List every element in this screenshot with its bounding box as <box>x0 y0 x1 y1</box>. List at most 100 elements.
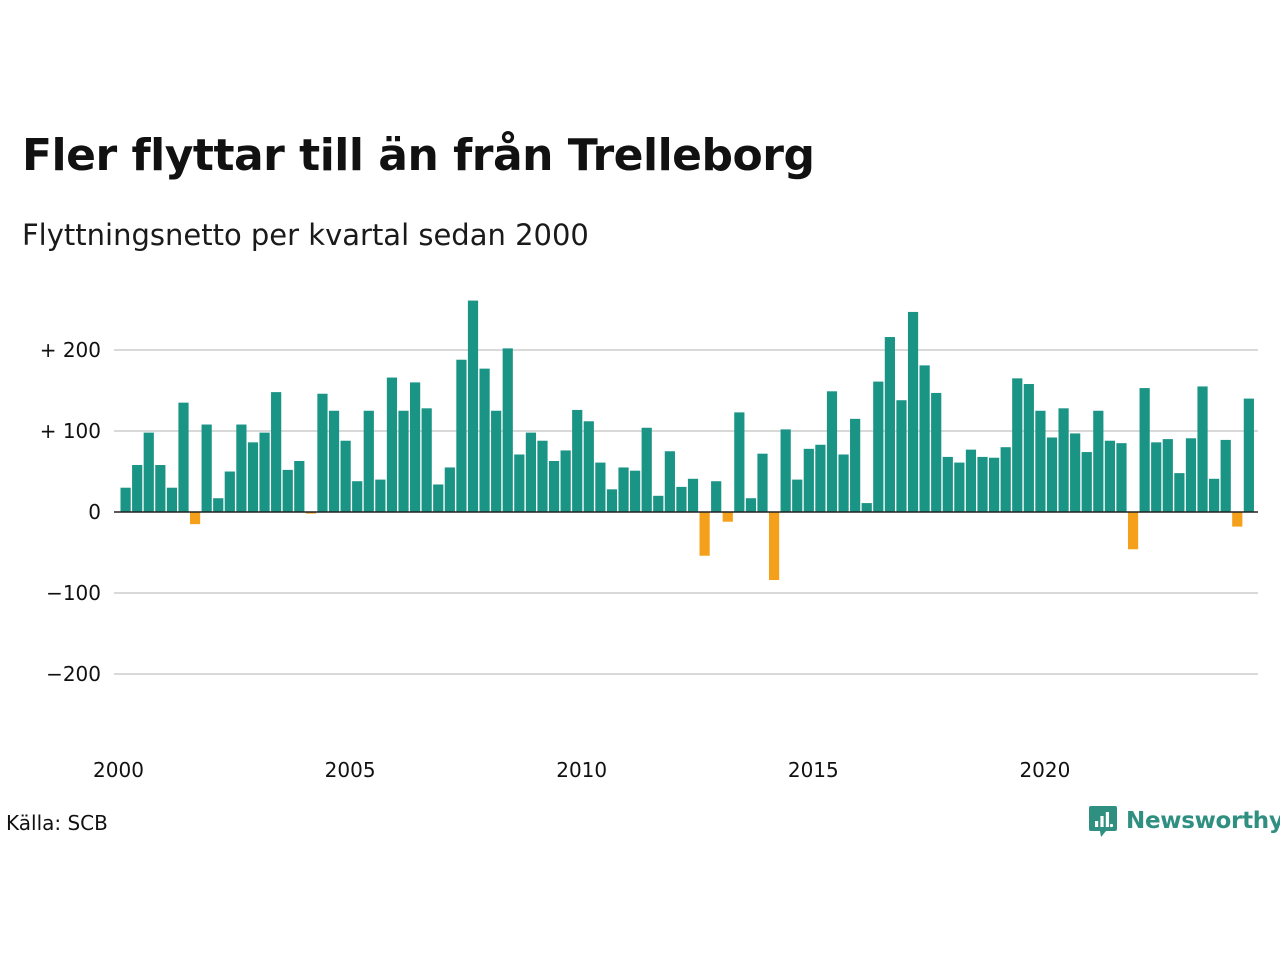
x-tick-label: 2000 <box>93 758 144 782</box>
x-tick-label: 2010 <box>556 758 607 782</box>
x-axis-labels: 2000 2005 2010 2015 2020 <box>93 758 1070 782</box>
bar <box>410 382 421 512</box>
bar <box>189 512 201 525</box>
bar <box>1185 438 1197 512</box>
bar <box>502 348 513 512</box>
y-tick-label: −100 <box>46 581 101 605</box>
bar <box>1000 447 1011 512</box>
bar <box>433 484 444 512</box>
bar <box>803 448 814 512</box>
bar <box>201 424 212 512</box>
bar <box>954 462 965 512</box>
bar <box>1151 442 1162 512</box>
bar <box>606 489 618 512</box>
bar <box>1232 512 1243 527</box>
bar <box>618 467 629 512</box>
bar <box>595 462 606 512</box>
bar <box>247 442 259 512</box>
bar <box>583 421 594 512</box>
bar <box>328 410 340 512</box>
bar <box>166 487 178 512</box>
bar <box>942 456 953 512</box>
bar <box>548 460 560 512</box>
bar <box>1081 452 1092 512</box>
bar <box>826 391 838 512</box>
bar <box>491 410 502 512</box>
bar <box>1174 473 1185 512</box>
bar <box>305 512 316 514</box>
bar <box>1127 512 1139 550</box>
bar <box>687 478 699 512</box>
bar <box>977 456 988 512</box>
bar <box>479 368 490 512</box>
bar <box>375 479 386 512</box>
bar <box>1197 386 1208 512</box>
bar <box>641 427 652 512</box>
bar <box>456 359 467 512</box>
bar <box>919 365 930 512</box>
bar <box>722 512 733 522</box>
y-tick-label: + 200 <box>40 338 101 362</box>
bar <box>398 410 409 512</box>
bar <box>1046 437 1058 512</box>
bar <box>931 392 942 512</box>
bar <box>1243 398 1254 512</box>
bar <box>989 457 1000 512</box>
bar <box>907 311 919 512</box>
bar <box>861 503 872 512</box>
bar <box>873 381 884 512</box>
bar <box>1035 410 1046 512</box>
bar <box>421 408 432 512</box>
bar <box>711 481 722 512</box>
bar <box>178 402 189 512</box>
bar <box>1104 440 1115 512</box>
bar <box>1116 443 1127 512</box>
bar <box>780 429 791 512</box>
bar <box>525 432 536 512</box>
bar <box>340 440 351 512</box>
source-note: Källa: SCB <box>6 811 108 835</box>
y-tick-label: −200 <box>46 662 101 686</box>
bar <box>630 470 641 512</box>
bar <box>120 487 131 512</box>
bar <box>132 465 143 512</box>
bar <box>317 393 328 512</box>
bar <box>444 467 455 512</box>
brand-name: Newsworthy <box>1126 808 1280 834</box>
chart-title: Fler flyttar till än från Trelleborg <box>22 130 815 181</box>
bar <box>294 460 305 512</box>
newsworthy-logo-icon <box>1089 806 1117 837</box>
bars <box>120 300 1254 581</box>
bar <box>560 450 571 512</box>
bar <box>259 432 270 512</box>
bar <box>467 300 479 512</box>
y-tick-label: + 100 <box>40 419 101 443</box>
bar <box>352 481 363 512</box>
bar <box>1070 433 1081 512</box>
x-tick-label: 2020 <box>1019 758 1070 782</box>
bar <box>792 479 803 512</box>
bar <box>236 424 247 512</box>
bar <box>664 451 675 512</box>
bar <box>1220 439 1231 512</box>
bar <box>1012 378 1023 512</box>
bar <box>1139 388 1150 512</box>
bar <box>884 337 895 512</box>
bar <box>965 449 977 512</box>
bar <box>224 471 235 512</box>
bar <box>838 454 849 512</box>
chart-subtitle: Flyttningsnetto per kvartal sedan 2000 <box>22 218 589 252</box>
bar <box>896 400 907 512</box>
bar <box>745 498 757 512</box>
bar <box>815 444 826 512</box>
bar <box>1058 408 1069 512</box>
bar <box>363 410 374 512</box>
bar <box>1093 410 1104 512</box>
x-tick-label: 2015 <box>788 758 839 782</box>
bar <box>768 512 780 581</box>
bar <box>699 512 710 556</box>
y-axis-labels: + 200 + 100 0 −100 −200 <box>40 338 101 686</box>
bar <box>1162 439 1173 512</box>
bar <box>757 453 768 512</box>
